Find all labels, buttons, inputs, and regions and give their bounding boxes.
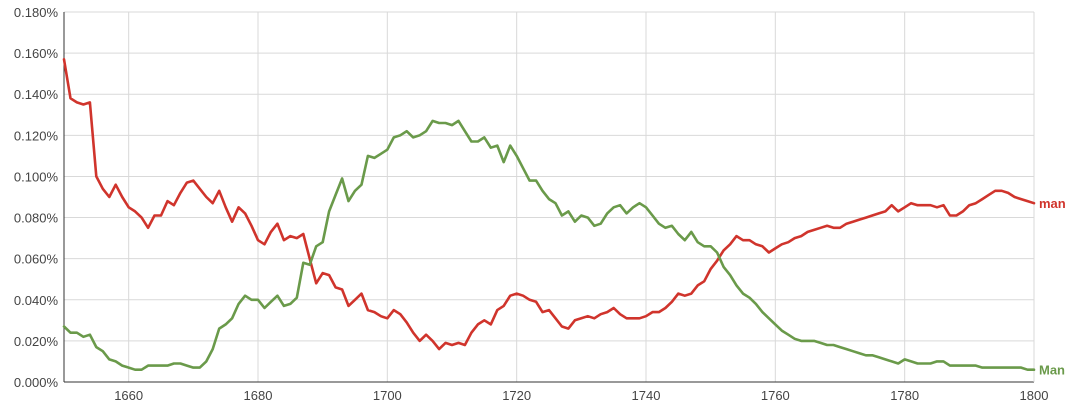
x-tick-label: 1740 bbox=[632, 388, 661, 403]
series-line-Man bbox=[62, 119, 1036, 372]
series-line-man bbox=[62, 57, 1036, 351]
y-tick-label: 0.140% bbox=[14, 87, 59, 102]
series-end-labels: man Man bbox=[1039, 196, 1066, 377]
y-tick-label: 0.020% bbox=[14, 334, 59, 349]
y-tick-label: 0.120% bbox=[14, 128, 59, 143]
y-tick-label: 0.180% bbox=[14, 5, 59, 20]
x-tick-label: 1700 bbox=[373, 388, 402, 403]
series-label-man: man bbox=[1039, 196, 1066, 211]
x-tick-labels: 1660 1680 1700 1720 1740 1760 1780 1800 bbox=[114, 388, 1048, 403]
x-tick-label: 1660 bbox=[114, 388, 143, 403]
x-tick-label: 1800 bbox=[1020, 388, 1049, 403]
y-tick-label: 0.060% bbox=[14, 252, 59, 267]
y-tick-label: 0.080% bbox=[14, 211, 59, 226]
y-tick-labels: 0.000% 0.020% 0.040% 0.060% 0.080% 0.100% 0.12… bbox=[14, 5, 59, 390]
x-tick-label: 1760 bbox=[761, 388, 790, 403]
y-tick-label: 0.100% bbox=[14, 169, 59, 184]
x-tick-label: 1680 bbox=[244, 388, 273, 403]
x-tick-label: 1780 bbox=[890, 388, 919, 403]
series-lines bbox=[62, 57, 1036, 372]
axes bbox=[63, 12, 1035, 383]
x-tick-label: 1720 bbox=[502, 388, 531, 403]
y-tick-label: 0.000% bbox=[14, 375, 59, 390]
gridlines bbox=[64, 11, 1034, 382]
series-label-Man: Man bbox=[1039, 363, 1065, 378]
y-tick-label: 0.160% bbox=[14, 46, 59, 61]
y-tick-label: 0.040% bbox=[14, 293, 59, 308]
